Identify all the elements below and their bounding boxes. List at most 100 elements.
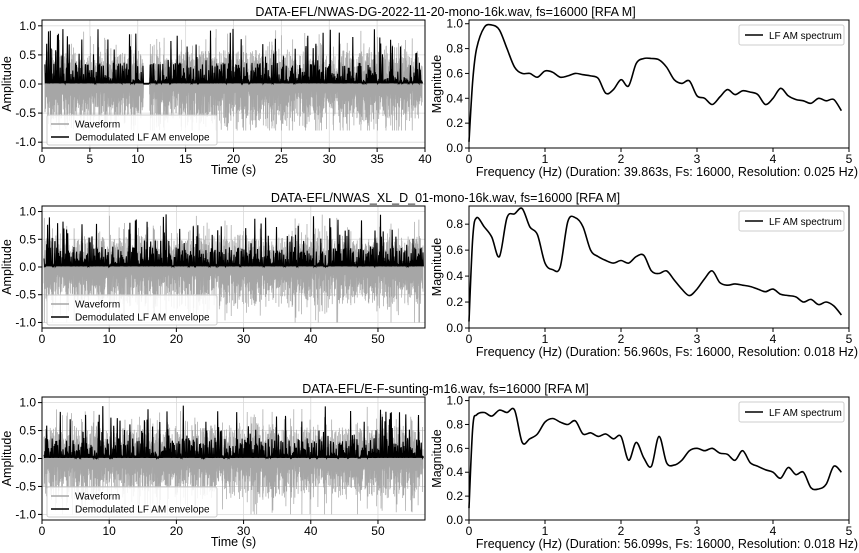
y-tick-label: -1.0: [15, 315, 36, 329]
x-tick-label: 3: [694, 332, 701, 346]
spectrum-panel: 0 1 2 3 4 5 0.0 0.2 0.4 0.6 0.8 1.0 Magnitude Frequen…: [430, 17, 858, 179]
x-axis-label: Frequency (Hz) (Duration: 56.960s, Fs: 1…: [476, 345, 858, 359]
waveform-panel: 0 10 20 30 40 50 1.0 0.5 0.0 -0.5 -1.0 Amplitude Wav…: [0, 205, 426, 346]
x-tick-label: 10: [103, 332, 117, 346]
y-tick-label: 0.2: [446, 116, 463, 130]
x-tick-label: 20: [170, 332, 184, 346]
legend-label: LF AM spectrum: [769, 408, 842, 419]
legend-box: [46, 294, 218, 326]
x-tick-label: 25: [275, 152, 289, 166]
spectrum-line: [468, 407, 842, 509]
legend-box: [738, 24, 845, 46]
x-tick-label: 30: [237, 332, 251, 346]
x-tick-label: 0: [466, 152, 473, 166]
y-tick-label: 0.6: [446, 243, 463, 257]
axes-frame: [468, 19, 850, 149]
y-tick-label: -0.5: [15, 288, 36, 302]
y-axis-label: Magnitude: [430, 55, 444, 113]
waveform-line: [43, 406, 424, 515]
x-tick-label: 10: [131, 152, 145, 166]
axes-frame: [468, 396, 850, 521]
y-tick-label: 0.5: [19, 232, 36, 246]
x-tick-label: 10: [103, 524, 117, 538]
x-tick-label: 1: [542, 152, 549, 166]
y-tick-label: 1.0: [446, 17, 463, 31]
spectrum-panel: 0 1 2 3 4 5 0.0 0.2 0.4 0.6 0.8 1.0 Magnitude Frequen…: [430, 394, 858, 551]
x-tick-label: 50: [371, 332, 385, 346]
legend: LF AM spectrum: [738, 401, 845, 423]
x-axis-label: Frequency (Hz) (Duration: 56.099s, Fs: 1…: [476, 537, 858, 551]
y-axis-label: Magnitude: [430, 429, 444, 487]
legend: LF AM spectrum: [738, 24, 845, 46]
y-tick-label: 0.4: [446, 91, 463, 105]
x-tick-label: 2: [618, 332, 625, 346]
waveform-panel: 0 10 20 30 40 50 1.0 0.5 0.0 -0.5 -1.0 Amplitude Tim…: [0, 396, 426, 549]
y-tick-label: 1.0: [19, 396, 36, 410]
y-axis-label: Amplitude: [0, 431, 14, 487]
chart-row-3: DATA-EFL/E-F-sunting-m16.wav, fs=16000 […: [0, 382, 858, 551]
x-tick-label: 30: [237, 524, 251, 538]
y-tick-label: 0.0: [19, 77, 36, 91]
y-tick-label: 0.6: [446, 66, 463, 80]
y-tick-label: 0.8: [446, 217, 463, 231]
x-tick-label: 15: [179, 152, 193, 166]
x-tick-label: 1: [542, 524, 549, 538]
legend: Waveform Demodulated LF AM envelope: [46, 114, 218, 146]
y-tick-label: 0.0: [19, 452, 36, 466]
y-tick-label: 1.0: [19, 19, 36, 33]
legend-label: LF AM spectrum: [769, 217, 842, 228]
y-tick-label: 0.0: [446, 513, 463, 527]
y-tick-label: 0.4: [446, 269, 463, 283]
legend-label: Demodulated LF AM envelope: [75, 133, 210, 144]
x-tick-label: 1: [542, 332, 549, 346]
legend-label: Waveform: [75, 492, 120, 503]
x-tick-label: 4: [770, 332, 777, 346]
y-tick-label: 0.5: [19, 424, 36, 438]
y-tick-label: -1.0: [15, 135, 36, 149]
x-tick-label: 5: [846, 332, 853, 346]
y-tick-label: -0.5: [15, 106, 36, 120]
chart-title: DATA-EFL/NWAS_XL_D_01-mono-16k.wav, fs=1…: [271, 191, 620, 205]
legend-label: Waveform: [75, 120, 120, 131]
x-tick-label: 2: [618, 152, 625, 166]
y-tick-label: 1.0: [446, 394, 463, 408]
y-axis-label: Amplitude: [0, 56, 14, 112]
y-tick-label: 0.0: [446, 141, 463, 155]
y-tick-label: 0.2: [446, 489, 463, 503]
y-axis-label: Magnitude: [430, 238, 444, 296]
y-tick-label: -0.5: [15, 479, 36, 493]
y-tick-label: 0.6: [446, 441, 463, 455]
legend: LF AM spectrum: [738, 210, 845, 232]
chart-title: DATA-EFL/E-F-sunting-m16.wav, fs=16000 […: [302, 382, 589, 396]
x-axis-label: Frequency (Hz) (Duration: 39.863s, Fs: 1…: [476, 165, 858, 179]
x-tick-label: 0: [466, 524, 473, 538]
legend: Waveform Demodulated LF AM envelope: [46, 294, 218, 326]
x-tick-label: 0: [39, 332, 46, 346]
chart-row-2: DATA-EFL/NWAS_XL_D_01-mono-16k.wav, fs=1…: [0, 191, 858, 359]
chart-row-1: DATA-EFL/NWAS-DG-2022-11-20-mono-16k.wav…: [0, 5, 858, 179]
x-tick-label: 30: [323, 152, 337, 166]
y-tick-label: -1.0: [15, 507, 36, 521]
x-tick-label: 20: [170, 524, 184, 538]
envelope-line: [43, 214, 424, 269]
y-tick-label: 0.2: [446, 295, 463, 309]
x-tick-label: 3: [694, 152, 701, 166]
axes-frame: [468, 205, 850, 329]
x-tick-label: 40: [304, 332, 318, 346]
legend-box: [738, 401, 845, 423]
x-tick-label: 35: [370, 152, 384, 166]
legend-box: [46, 114, 218, 146]
y-tick-label: 0.4: [446, 465, 463, 479]
y-axis-label: Amplitude: [0, 239, 14, 295]
x-tick-label: 50: [371, 524, 385, 538]
legend: Waveform Demodulated LF AM envelope: [46, 486, 218, 518]
y-tick-label: 0.5: [19, 48, 36, 62]
x-tick-label: 4: [770, 524, 777, 538]
x-tick-label: 5: [846, 152, 853, 166]
x-tick-label: 3: [694, 524, 701, 538]
x-tick-label: 40: [304, 524, 318, 538]
y-tick-label: 0.8: [446, 42, 463, 56]
waveform-panel: 0 5 10 15 20 25 30 35 40 1.0 0.5 0.0 -0.5 -1.0 Amplitu…: [0, 19, 432, 177]
